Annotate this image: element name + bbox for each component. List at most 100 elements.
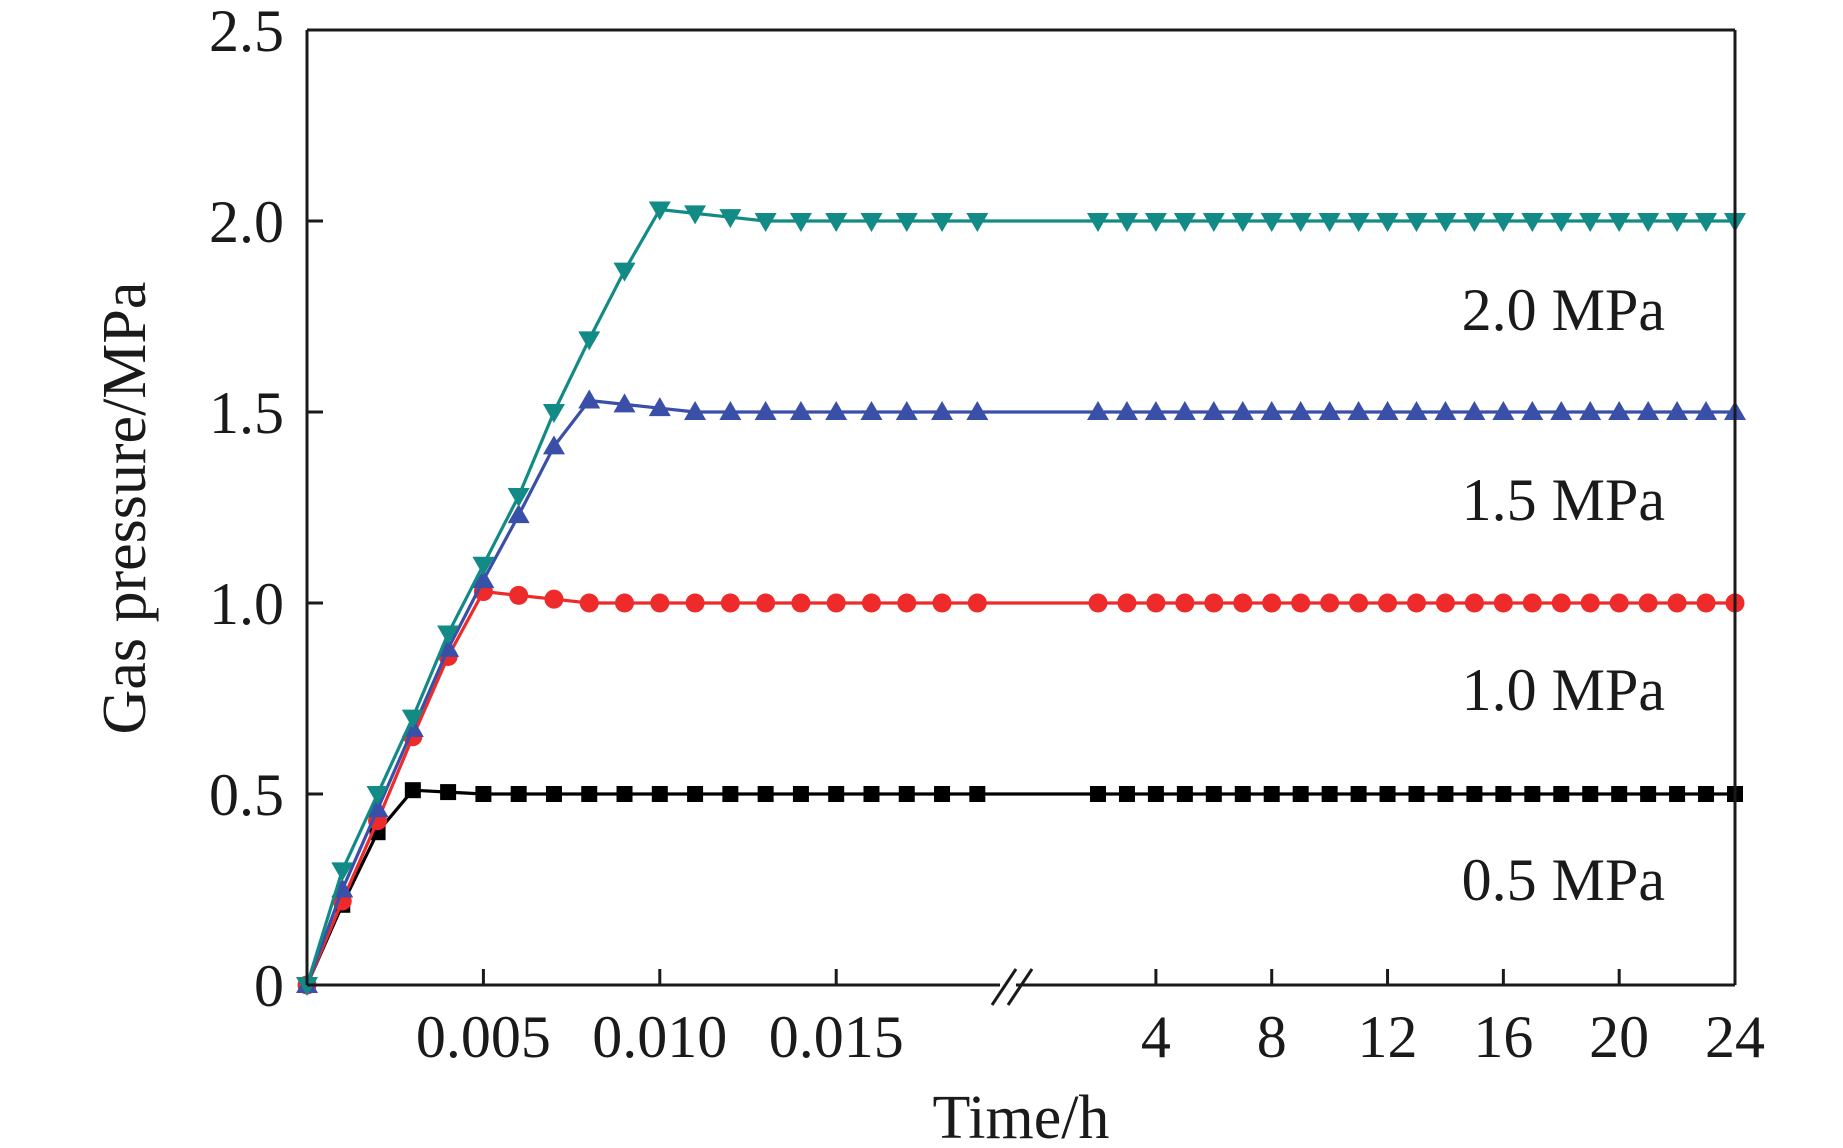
data-point-square — [1640, 786, 1657, 802]
data-point-triangle-up — [931, 401, 954, 420]
data-point-triangle-up — [1492, 401, 1515, 420]
data-point-circle — [1262, 593, 1282, 613]
x-tick-label: 0.005 — [416, 1004, 551, 1070]
data-point-triangle-down — [1492, 213, 1515, 232]
data-point-circle — [1349, 593, 1369, 613]
data-point-triangle-down — [578, 331, 601, 351]
data-point-triangle-down — [542, 404, 565, 423]
data-point-triangle-down — [1289, 213, 1312, 232]
data-point-triangle-down — [1521, 213, 1544, 232]
data-point-circle — [1638, 593, 1658, 613]
data-point-triangle-up — [1318, 401, 1341, 420]
data-point-circle — [1493, 593, 1513, 613]
data-point-triangle-down — [472, 556, 495, 576]
data-point-circle — [544, 589, 564, 609]
data-point-circle — [791, 593, 811, 613]
data-point-triangle-down — [1637, 213, 1660, 232]
data-point-triangle-down — [1376, 213, 1399, 232]
data-point-square — [545, 786, 562, 802]
data-point-triangle-down — [1260, 213, 1283, 232]
data-point-square — [510, 786, 527, 802]
data-point-square — [1118, 786, 1135, 802]
data-point-triangle-up — [1115, 401, 1138, 420]
data-point-triangle-down — [754, 213, 777, 232]
data-point-circle — [1609, 593, 1629, 613]
data-point-square — [1263, 786, 1280, 802]
data-point-triangle-up — [895, 401, 918, 420]
data-point-triangle-up — [1405, 401, 1428, 420]
data-point-circle — [1435, 593, 1455, 613]
data-point-triangle-down — [966, 213, 989, 232]
data-point-square — [722, 786, 739, 802]
data-point-triangle-down — [895, 213, 918, 232]
data-point-triangle-down — [613, 262, 636, 282]
data-point-triangle-down — [1608, 213, 1631, 232]
data-point-triangle-up — [719, 401, 742, 420]
data-point-square — [1553, 786, 1570, 802]
data-point-triangle-down — [789, 213, 812, 232]
data-point-triangle-up — [1289, 401, 1312, 420]
x-tick-label: 16 — [1473, 1004, 1533, 1070]
data-point-triangle-up — [1434, 401, 1457, 420]
data-point-circle — [1407, 593, 1426, 613]
data-point-square — [1321, 786, 1338, 802]
data-point-triangle-up — [472, 569, 495, 589]
data-point-circle — [1291, 593, 1311, 613]
data-point-triangle-down — [1318, 213, 1341, 232]
data-point-square — [1176, 786, 1193, 802]
data-point-triangle-down — [1405, 213, 1428, 232]
data-point-circle — [897, 593, 917, 613]
data-point-circle — [1146, 593, 1166, 613]
data-point-triangle-up — [507, 504, 530, 524]
data-point-triangle-up — [1144, 401, 1167, 420]
data-point-triangle-up — [437, 637, 460, 657]
x-axis-title: Time/h — [933, 1084, 1110, 1148]
data-point-circle — [861, 593, 881, 613]
data-point-circle — [1204, 593, 1224, 613]
data-point-square — [475, 786, 492, 802]
data-point-circle — [509, 585, 529, 605]
data-point-circle — [1233, 593, 1253, 613]
data-point-triangle-down — [684, 205, 707, 225]
data-point-square — [440, 784, 457, 801]
data-point-circle — [826, 593, 846, 613]
data-point-triangle-up — [1173, 401, 1196, 420]
series-label-1-0-mpa: 1.0 MPa — [1462, 657, 1665, 723]
data-point-square — [1466, 786, 1483, 802]
data-point-square — [792, 786, 809, 802]
series-layer — [296, 201, 1746, 996]
data-point-square — [1611, 786, 1628, 802]
data-point-circle — [1117, 593, 1137, 613]
data-point-square — [404, 782, 421, 799]
data-point-square — [1292, 786, 1309, 802]
data-point-circle — [1696, 593, 1716, 613]
data-point-square — [1205, 786, 1222, 802]
data-point-triangle-up — [789, 401, 812, 420]
x-tick-label: 0.010 — [592, 1004, 727, 1070]
data-point-square — [1147, 786, 1164, 802]
y-tick-label: 2.0 — [209, 189, 284, 255]
data-point-triangle-up — [648, 397, 671, 417]
data-point-triangle-up — [1695, 401, 1718, 420]
axes-layer — [305, 28, 1737, 1006]
data-point-square — [651, 786, 668, 802]
data-point-circle — [579, 593, 599, 613]
data-point-circle — [650, 593, 670, 613]
data-point-triangle-down — [366, 786, 389, 805]
data-point-circle — [1378, 593, 1398, 613]
x-tick-label: 8 — [1257, 1004, 1287, 1070]
axis-break-mark — [990, 968, 1018, 1006]
data-point-square — [1408, 786, 1425, 802]
x-tick-label: 4 — [1141, 1004, 1171, 1070]
data-point-triangle-down — [1434, 213, 1457, 232]
data-point-triangle-up — [1347, 401, 1370, 420]
data-point-triangle-up — [1608, 401, 1631, 420]
y-tick-label: 2.5 — [209, 0, 284, 64]
series-label-2-0-mpa: 2.0 MPa — [1462, 277, 1665, 343]
data-point-triangle-up — [1260, 401, 1283, 420]
y-tick-label: 1.0 — [209, 571, 284, 637]
data-point-square — [616, 786, 633, 802]
data-point-circle — [932, 593, 952, 613]
data-point-triangle-up — [366, 798, 389, 818]
series-2-0-mpa — [296, 201, 1746, 996]
